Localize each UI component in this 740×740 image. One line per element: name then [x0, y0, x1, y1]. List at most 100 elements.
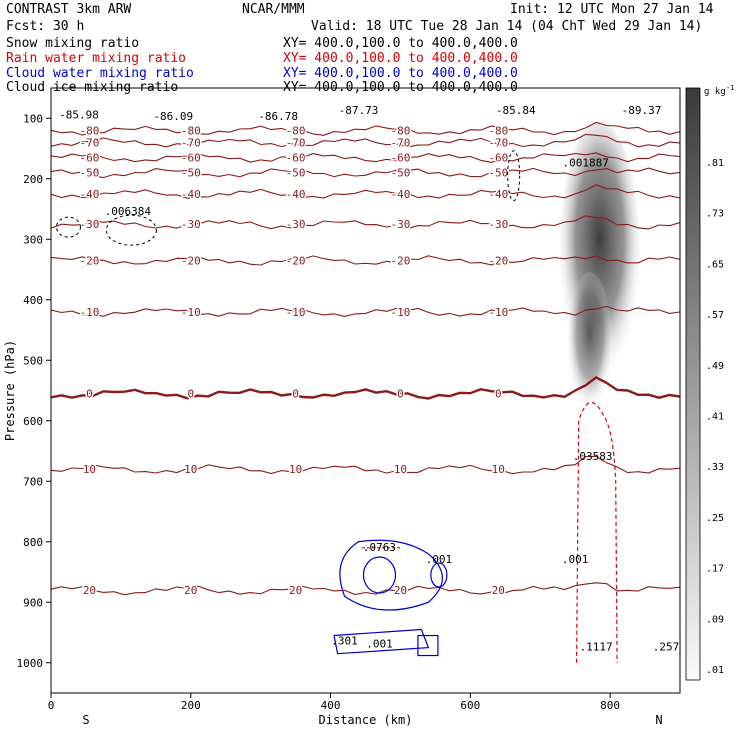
colorbar-label: .33 — [706, 462, 724, 473]
temperature-contour-label: -50 — [181, 167, 201, 180]
temperature-contour-label: -50 — [80, 167, 100, 180]
plot-frame — [50, 87, 681, 694]
temperature-contour-label: -40 — [286, 188, 306, 201]
header-center: NCAR/MMM — [242, 2, 305, 17]
temperature-contour-label: -60 — [488, 152, 508, 165]
contour-annotation: -85.98 — [59, 108, 99, 121]
temperature-contour-label: -60 — [181, 152, 201, 165]
y-tick-label: 500 — [23, 354, 43, 367]
temperature-contour-label: 10 — [184, 463, 197, 476]
temperature-contour-label: -50 — [391, 167, 411, 180]
y-axis-label: Pressure (hPa) — [3, 340, 17, 441]
contour-annotation: -89.37 — [622, 104, 662, 117]
temperature-contour — [51, 184, 680, 199]
temperature-contour-label: -70 — [80, 136, 100, 149]
temperature-contour-label: -80 — [181, 124, 201, 137]
contour-annotation: -86.09 — [153, 110, 193, 123]
snow-shading-lower — [567, 272, 612, 413]
field-rain-xy: XY= 400.0,100.0 to 400.0,400.0 — [283, 51, 518, 66]
temperature-contour-label: -80 — [286, 124, 306, 137]
temperature-contour-label: -30 — [488, 218, 508, 231]
y-tick-label: 100 — [23, 112, 43, 125]
cloud-water-contour — [333, 628, 430, 655]
colorbar-label: .65 — [706, 259, 724, 270]
temperature-contour-label: -10 — [286, 306, 306, 319]
rain-water-contour — [575, 402, 618, 663]
temperature-contour-label: -10 — [80, 306, 100, 319]
temperature-contour-label: -20 — [391, 254, 411, 267]
temperature-contour-label: -20 — [80, 254, 100, 267]
colorbar-label: .73 — [706, 209, 724, 220]
temperature-contour — [51, 305, 680, 317]
temperature-contour-label: 20 — [394, 584, 407, 597]
temperature-contour — [51, 121, 680, 136]
cloud-water-contour — [430, 562, 448, 588]
temperature-contour-label: -70 — [181, 136, 201, 149]
colorbar-label: .25 — [706, 513, 724, 524]
colorbar-unit: g kg — [704, 87, 726, 97]
temperature-contour-label: -30 — [181, 218, 201, 231]
temperature-contour-label: 10 — [394, 463, 407, 476]
temperature-contour-label: -10 — [181, 306, 201, 319]
colorbar-label: .57 — [706, 310, 724, 321]
contour-annotation: .1117 — [580, 641, 613, 654]
temperature-contour-label: -80 — [488, 124, 508, 137]
x-tick-label: 400 — [321, 699, 341, 712]
field-rain-name: Rain water mixing ratio — [6, 51, 187, 66]
temperature-contour-label: 20 — [289, 584, 302, 597]
temperature-contour-label: 0 — [187, 388, 194, 401]
temperature-contour — [51, 133, 680, 148]
temperature-contour-label: -80 — [80, 124, 100, 137]
cloud-water-contour — [362, 556, 397, 594]
y-tick-label: 900 — [23, 596, 43, 609]
colorbar-label: .17 — [706, 564, 724, 575]
temperature-contour-label: -10 — [391, 306, 411, 319]
temperature-contour-label: -30 — [80, 218, 100, 231]
x-tick-label: 0 — [48, 699, 55, 712]
temperature-contour-label: -70 — [488, 136, 508, 149]
contour-annotation: -85.84 — [496, 104, 536, 117]
cloud-ice-contour — [55, 216, 81, 238]
temperature-contour-label: -40 — [80, 188, 100, 201]
y-tick-label: 600 — [23, 415, 43, 428]
temperature-contour-label: -10 — [488, 306, 508, 319]
x-tick-label: 600 — [460, 699, 480, 712]
temperature-contour-label: 20 — [184, 584, 197, 597]
y-tick-label: 700 — [23, 475, 43, 488]
y-tick-label: 1000 — [17, 657, 44, 670]
field-snow-xy: XY= 400.0,100.0 to 400.0,400.0 — [283, 36, 518, 51]
contour-annotation: .03583 — [573, 450, 613, 463]
temperature-contour-label: -30 — [286, 218, 306, 231]
temperature-contour-label: -40 — [488, 188, 508, 201]
temperature-contour — [51, 215, 680, 230]
temperature-contour-label: -60 — [80, 152, 100, 165]
contour-annotation: .006384 — [105, 205, 152, 218]
temperature-contour — [51, 152, 680, 163]
y-tick-label: 300 — [23, 233, 43, 246]
temperature-contour-label: -20 — [286, 254, 306, 267]
cloud-ice-contour — [105, 214, 157, 246]
colorbar-label: .09 — [706, 614, 724, 625]
field-snow-name: Snow mixing ratio — [6, 36, 140, 51]
temperature-contour-label: -70 — [286, 136, 306, 149]
contour-annotation: .001 — [426, 553, 453, 566]
x-axis-label: Distance (km) — [319, 713, 413, 727]
temperature-contour-label: -50 — [286, 167, 306, 180]
cloud-water-contour — [339, 539, 443, 611]
temperature-contour — [51, 255, 680, 266]
temperature-contour-label: 10 — [289, 463, 302, 476]
colorbar-label: .49 — [706, 361, 724, 372]
temperature-contour-label: -40 — [181, 188, 201, 201]
contour-annotation: -87.73 — [339, 104, 379, 117]
contour-annotation: .301 — [331, 635, 358, 648]
temperature-contour-label: -60 — [391, 152, 411, 165]
x-tick-label: 200 — [181, 699, 201, 712]
temperature-contour — [51, 582, 680, 596]
temperature-contour-label: -30 — [391, 218, 411, 231]
temperature-contour-label: -60 — [286, 152, 306, 165]
header-product: CONTRAST 3km ARW — [6, 2, 132, 17]
temperature-contour — [51, 167, 680, 179]
colorbar-label: .01 — [706, 665, 724, 676]
